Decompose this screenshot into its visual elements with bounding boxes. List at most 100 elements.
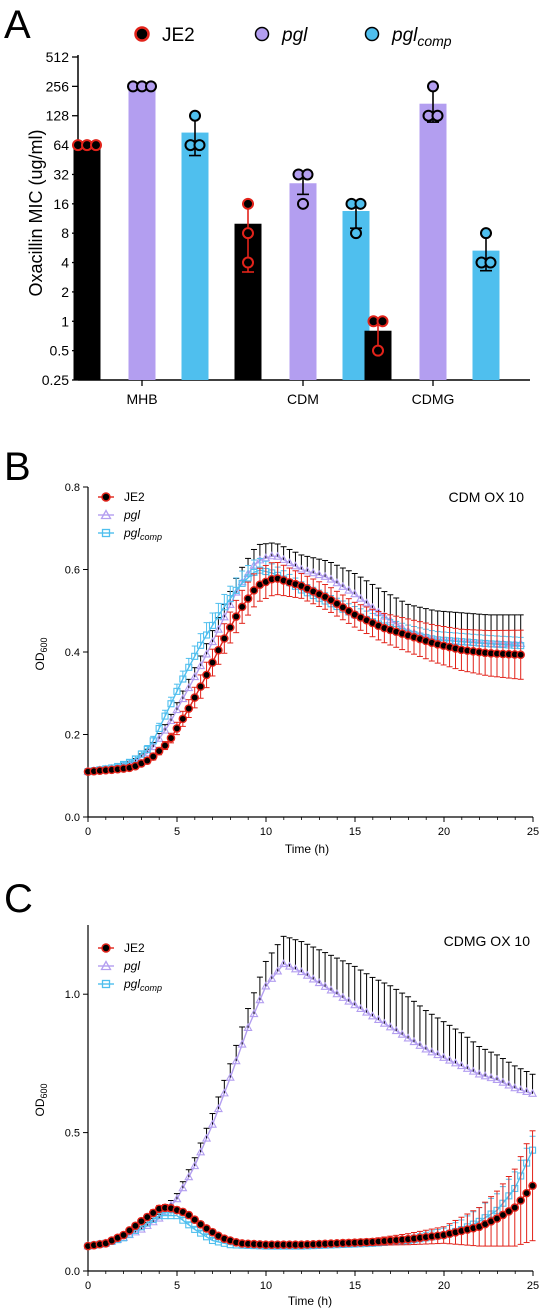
c-point-pglcomp [185,1221,193,1229]
c-xtick-label: 25 [527,1280,539,1292]
b-point-je2 [160,741,170,750]
legend-c-je2-marker [101,943,111,953]
legend-a-pgl-marker [254,26,270,42]
panel-a-tick-labels: 0.25 0.5 1 2 4 8 16 32 64 128 256 512 MH… [42,49,455,407]
c-point-pgl [385,1022,395,1031]
data-point [372,344,384,357]
b-point-je2 [202,670,211,680]
a-category-label: CDMG [412,391,455,407]
c-point-je2 [202,1224,211,1233]
c-point-je2 [504,1206,514,1216]
b-xtick-label: 10 [260,826,272,838]
c-point-je2 [510,1203,520,1212]
legend-a-je2-marker [134,26,150,42]
c-point-pgl [202,1133,212,1142]
c-point-pglcomp [179,1216,187,1224]
legend-b-pglcomp-label: pglcomp [123,526,162,542]
b-point-pgl [196,661,206,670]
c-point-pgl [427,1047,437,1056]
b-point-pgl [184,683,194,692]
c-xtick-label: 20 [438,1280,450,1292]
data-point [431,109,444,122]
data-point [189,109,201,122]
b-point-pgl [338,581,348,590]
b-point-pglcomp [167,700,175,708]
b-point-je2 [326,595,336,605]
b-point-pglcomp [238,579,246,587]
b-point-je2 [190,693,199,702]
a-ytick-label: 64 [53,137,69,153]
panel-c-tick-labels: 0 5 10 15 20 25 0.0 0.5 1.0 [65,989,539,1292]
b-point-pglcomp [214,612,222,620]
legend-c-pgl-label: pgl [123,959,140,973]
c-point-je2 [208,1227,217,1237]
c-point-pgl [391,1025,401,1035]
c-point-pgl [409,1037,419,1046]
c-xtick-label: 0 [85,1280,91,1292]
c-point-pgl [207,1119,218,1128]
c-xtick-label: 5 [174,1280,180,1292]
legend-c-pglcomp-label: pglcomp [123,977,162,993]
c-point-pgl [397,1029,407,1038]
data-point [354,197,367,210]
c-point-pgl [279,959,289,968]
b-xtick-label: 20 [438,826,450,838]
b-point-pglcomp [226,595,234,603]
c-point-pgl [178,1183,188,1192]
c-point-je2 [196,1220,205,1229]
panel-c-y-axis-title: OD600 [33,1083,49,1116]
c-point-pgl [433,1050,443,1059]
b-point-pgl [172,704,182,714]
c-point-pgl [249,1009,259,1018]
c-series-line-1 [87,963,533,1247]
b-point-pglcomp [149,737,157,745]
b-xtick-label: 25 [527,826,539,838]
a-ytick-label: 2 [61,284,69,300]
c-point-pgl [332,989,342,998]
b-ytick-label: 0.6 [65,565,80,577]
panel-c-x-axis-title: Time (h) [288,1294,332,1308]
legend-b-pgl-marker [100,509,112,520]
b-point-pgl [296,564,306,573]
a-category-label: CDM [287,391,319,407]
b-point-pgl [202,649,212,658]
c-point-pgl [338,992,348,1001]
c-point-pgl [243,1022,253,1032]
a-ytick-label: 128 [46,108,70,124]
legend-c-je2-label: JE2 [124,941,145,955]
c-ytick-label: 0.0 [65,1266,80,1278]
data-point [427,80,439,93]
b-point-pglcomp [143,745,151,753]
b-point-pglcomp [155,724,163,733]
panel-a-bars [72,80,500,381]
c-point-pgl [356,1003,366,1012]
panel-b-series [83,542,526,776]
c-point-je2 [119,1230,128,1240]
legend-a-pglcomp-marker [364,26,380,42]
c-point-pgl [261,981,271,990]
c-point-pgl [172,1194,182,1203]
data-point [90,139,102,152]
a-ytick-label: 1 [61,313,69,329]
data-point [242,256,254,269]
data-point [376,315,389,328]
a-ytick-label: 16 [53,196,69,212]
c-point-pgl [326,985,336,994]
c-point-pgl [237,1039,247,1048]
c-point-pglcomp [202,1233,211,1241]
b-point-pglcomp [185,663,193,671]
b-point-je2 [166,733,176,743]
data-point [193,139,206,152]
c-point-pgl [403,1033,413,1042]
c-point-pgl [367,1011,378,1020]
b-point-pglcomp [137,750,145,758]
legend-a-pglcomp-label: pglcomp [391,25,452,49]
bar-cdm-1 [289,183,317,380]
a-category-label: MHB [126,391,157,407]
c-point-pgl [468,1066,478,1075]
c-point-pgl [154,1213,164,1222]
c-point-pgl [231,1056,241,1065]
c-point-pgl [314,978,324,987]
c-point-pgl [267,973,277,982]
data-point [484,256,497,269]
